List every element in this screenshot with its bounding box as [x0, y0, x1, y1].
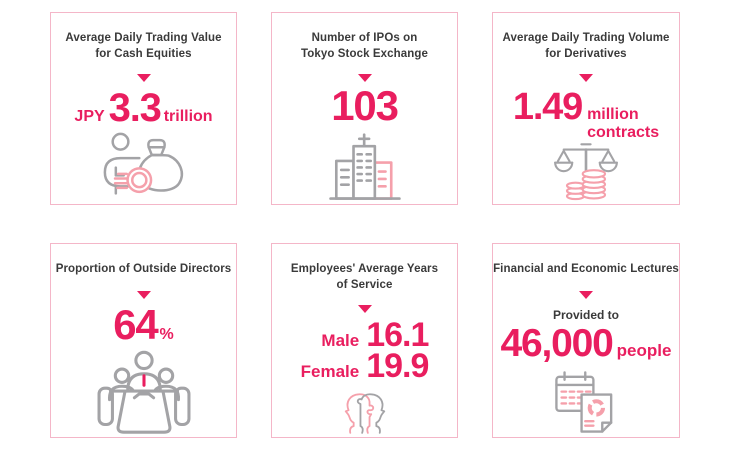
- card-title: Number of IPOs on Tokyo Stock Exchange: [301, 30, 428, 63]
- title-line: Proportion of Outside Directors: [55, 263, 232, 275]
- icon-box: [493, 363, 679, 437]
- unit-line: million: [587, 105, 639, 123]
- down-triangle-icon: [136, 291, 151, 300]
- title-line: Number of IPOs on: [311, 32, 418, 44]
- balance-scale-coins-icon: [554, 143, 618, 201]
- down-triangle-icon: [579, 73, 593, 82]
- value-unit-stack: million contracts: [587, 106, 659, 142]
- card-title: Proportion of Outside Directors: [56, 261, 232, 277]
- title-line: Employees' Average Years: [290, 263, 439, 275]
- stat-value: 46,000 people: [501, 324, 672, 363]
- stat-lead-text: Provided to: [552, 308, 619, 323]
- head-profiles-puzzle-icon: [344, 392, 385, 434]
- value-suffix: trillion: [163, 107, 213, 125]
- stat-value: 103: [331, 81, 399, 129]
- stat-value-rows: Male 16.1 Female 19.9: [300, 315, 430, 385]
- title-line: Financial and Economic Lectures: [493, 263, 679, 275]
- unit-line: contracts: [587, 123, 660, 141]
- down-triangle-icon: [136, 73, 151, 82]
- value-number: 64: [113, 301, 159, 349]
- card-title: Average Daily Trading Value for Cash Equ…: [65, 30, 221, 63]
- value-number: 3.3: [108, 85, 162, 130]
- stat-value: JPY 3.3 trillion: [74, 88, 212, 128]
- row-value-female: 19.9: [366, 346, 429, 385]
- title-line: for Cash Equities: [95, 48, 192, 61]
- row-label-male: Male: [321, 330, 360, 350]
- title-line: Tokyo Stock Exchange: [300, 48, 429, 61]
- title-line: for Derivatives: [545, 48, 627, 61]
- stat-value: 64 %: [113, 304, 174, 346]
- card-title: Financial and Economic Lectures: [493, 261, 679, 277]
- card-title: Average Daily Trading Volume for Derivat…: [502, 30, 669, 63]
- value-prefix: JPY: [74, 107, 105, 125]
- value-number: 1.49: [512, 85, 583, 128]
- row-value-male: 16.1: [366, 315, 429, 354]
- stat-value: 1.49 million contracts: [513, 88, 659, 142]
- office-buildings-icon: [328, 133, 401, 201]
- icon-box: [272, 379, 457, 437]
- title-line: Average Daily Trading Value: [65, 32, 222, 44]
- row-label-female: Female: [300, 361, 360, 381]
- value-number: 46,000: [500, 322, 614, 366]
- board-meeting-icon: [97, 350, 190, 434]
- stat-card-years-of-service: Employees' Average Years of Service Male…: [271, 243, 458, 438]
- value-number: 103: [331, 81, 399, 129]
- title-line: of Service: [336, 279, 393, 292]
- stat-card-outside-directors: Proportion of Outside Directors 64 %: [50, 243, 237, 438]
- value-suffix: %: [159, 326, 174, 344]
- title-line: Average Daily Trading Volume: [502, 32, 670, 44]
- stat-card-grid: Average Daily Trading Value for Cash Equ…: [50, 12, 680, 438]
- icon-box: [51, 346, 236, 437]
- calendar-lecture-report-icon: [555, 370, 613, 433]
- down-triangle-icon: [579, 291, 593, 300]
- stat-card-ipos: Number of IPOs on Tokyo Stock Exchange 1…: [271, 12, 458, 205]
- card-title: Employees' Average Years of Service: [291, 261, 438, 294]
- icon-box: [51, 128, 236, 204]
- value-suffix: people: [616, 341, 672, 361]
- icon-box: [493, 141, 679, 204]
- stat-card-derivatives: Average Daily Trading Volume for Derivat…: [492, 12, 680, 205]
- stat-card-lectures: Financial and Economic Lectures Provided…: [492, 243, 680, 438]
- stat-card-cash-equities: Average Daily Trading Value for Cash Equ…: [50, 12, 237, 205]
- down-triangle-icon: [357, 73, 372, 82]
- down-triangle-icon: [357, 304, 372, 313]
- icon-box: [272, 127, 457, 204]
- person-money-bag-icon: [103, 132, 183, 195]
